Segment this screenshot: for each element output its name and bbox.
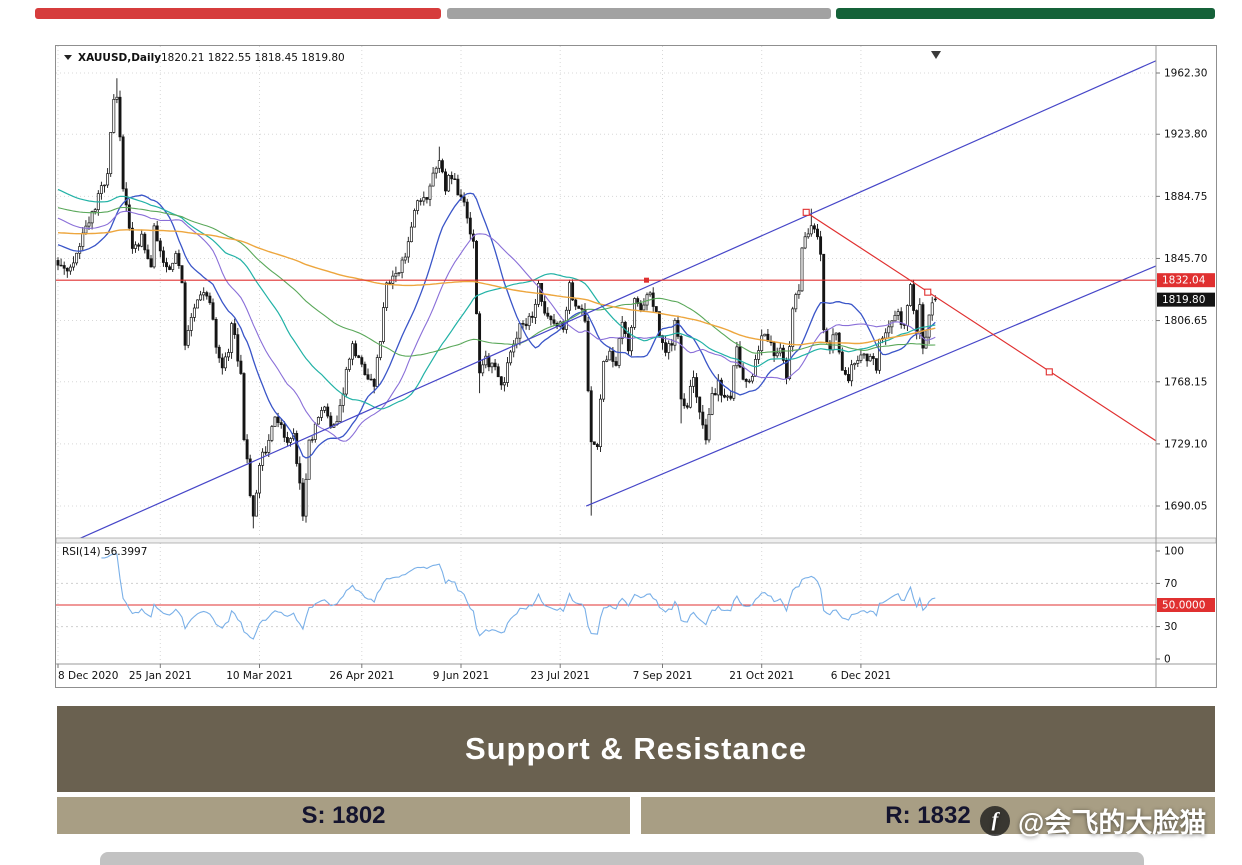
price-tick-label: 1962.30 [1164, 68, 1207, 80]
rsi-line [101, 553, 936, 640]
resistance-price-badge-text: 1832.04 [1162, 275, 1206, 287]
price-tick-label: 1690.05 [1164, 501, 1207, 513]
current-price-badge [1157, 292, 1215, 307]
ohlc-label: 1820.21 1822.55 1818.45 1819.80 [161, 52, 345, 64]
price-tick-label: 1923.80 [1164, 129, 1207, 141]
watermark: f @会飞的大脸猫 [980, 801, 1206, 840]
trendline-handle[interactable] [1045, 368, 1053, 376]
trendline-handle[interactable] [802, 208, 810, 216]
watermark-logo-icon: f [980, 805, 1010, 836]
chart-objects[interactable] [56, 60, 1156, 549]
support-label: S: 1802 [301, 801, 386, 829]
date-axis[interactable]: 8 Dec 2020 25 Jan 2021 10 Mar 2021 26 Apr 2… [57, 664, 891, 682]
rsi-mid-badge [1157, 598, 1215, 612]
rsi-label: RSI(14) 56.3997 [62, 546, 147, 558]
rsi-tick-label: 30 [1164, 621, 1177, 633]
date-tick-label: 26 Apr 2021 [329, 670, 394, 682]
descending-resistance-line[interactable] [805, 211, 1156, 442]
rsi-mid-badge-text: 50.0000 [1162, 600, 1205, 612]
support-box: S: 1802 [57, 797, 630, 834]
rsi-tick-label: 70 [1164, 578, 1177, 590]
price-axis[interactable]: 1962.30 1923.80 1884.75 1845.70 1806.65 1768.… [1156, 68, 1207, 513]
top-strip-red-segment [35, 8, 441, 19]
channel-upper-line[interactable] [56, 60, 1156, 549]
candles-layer [56, 78, 937, 529]
symbol-label: XAUUSD,Daily [78, 52, 161, 64]
price-tick-label: 1884.75 [1164, 191, 1207, 203]
resistance-box: R: 1832 [641, 797, 1215, 834]
chart-shift-icon[interactable] [931, 51, 941, 59]
top-strip-green-segment [836, 8, 1215, 19]
symbol-dropdown-icon[interactable] [64, 55, 72, 60]
channel-lower-line[interactable] [585, 265, 1156, 507]
candlestick-chart[interactable]: 1962.30 1923.80 1884.75 1845.70 1806.65 1768.… [56, 46, 1216, 687]
ma-200-line [57, 229, 936, 346]
resistance-label: R: 1832 [885, 801, 971, 829]
top-strip-gray-segment [447, 8, 831, 19]
bottom-scroll-bar[interactable] [100, 852, 1144, 865]
rsi-tick-label: 100 [1164, 546, 1184, 558]
ma-90-line [57, 206, 936, 357]
price-tick-label: 1806.65 [1164, 315, 1207, 327]
date-tick-label: 6 Dec 2021 [831, 670, 891, 682]
date-tick-label: 25 Jan 2021 [129, 670, 192, 682]
price-tick-label: 1729.10 [1164, 438, 1207, 450]
date-tick-label: 10 Mar 2021 [226, 670, 293, 682]
date-tick-label: 8 Dec 2020 [58, 670, 118, 682]
date-tick-label: 9 Jun 2021 [433, 670, 489, 682]
resistance-price-badge [1157, 273, 1215, 288]
panel-separator[interactable] [56, 537, 1216, 544]
date-tick-label: 23 Jul 2021 [530, 670, 589, 682]
support-resistance-banner: Support & Resistance [57, 706, 1215, 792]
grid [56, 46, 1156, 664]
hline-handle[interactable] [644, 277, 649, 283]
banner-title: Support & Resistance [464, 731, 808, 766]
watermark-text: @会飞的大脸猫 [1018, 808, 1207, 838]
price-tick-label: 1845.70 [1164, 253, 1207, 265]
price-tick-label: 1768.15 [1164, 376, 1207, 388]
date-tick-label: 7 Sep 2021 [633, 670, 693, 682]
current-price-badge-text: 1819.80 [1162, 294, 1205, 306]
trendline-handle[interactable] [924, 288, 932, 296]
ma-55-line [57, 188, 936, 410]
ma-34-line [57, 210, 936, 442]
chart-window[interactable]: 1962.30 1923.80 1884.75 1845.70 1806.65 1768.… [55, 45, 1217, 688]
ma-20-line [57, 192, 936, 459]
date-tick-label: 21 Oct 2021 [729, 670, 794, 682]
rsi-tick-label: 0 [1164, 654, 1171, 666]
